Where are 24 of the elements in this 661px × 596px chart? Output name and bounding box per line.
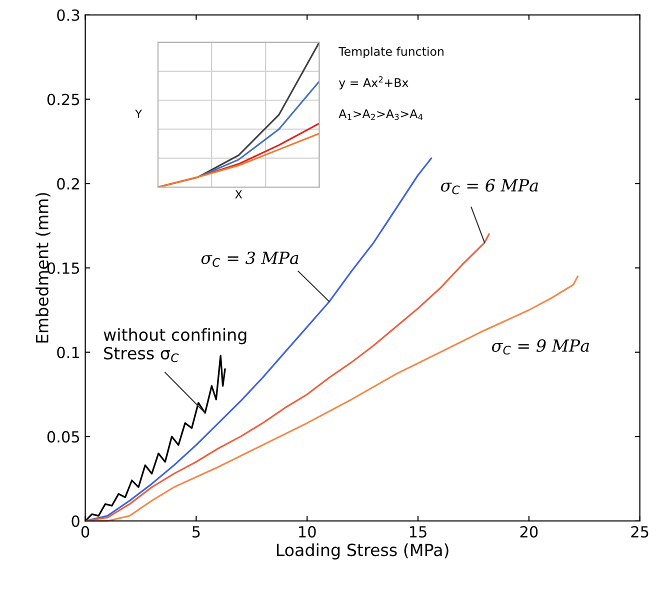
y-tick-label: 0 — [72, 515, 80, 527]
x-tick-label: 5 — [192, 526, 200, 538]
y-axis-title: Y — [135, 110, 142, 118]
x-tick-label: 0 — [81, 526, 90, 538]
y-tick-label: 0.1 — [57, 346, 79, 358]
x-tick-label: 10 — [299, 526, 316, 538]
y-tick-label: 0.2 — [57, 178, 79, 190]
y-tick-label: 0.25 — [47, 94, 80, 106]
x-axis-title: X — [235, 190, 242, 198]
y-tick-label: 0.05 — [47, 431, 80, 443]
x-tick-label: 25 — [631, 526, 648, 538]
x-tick-label: 15 — [410, 526, 426, 538]
annotation: y = Ax$^{2}$+Bx — [338, 76, 408, 90]
y-tick-label: 0.3 — [57, 9, 80, 21]
series-label: σ$_{C}$ = 9 MPa — [492, 339, 589, 355]
series-label: without confining Stress σ$_{C}$ — [104, 328, 246, 362]
x-axis-title: Loading Stress (MPa) — [276, 543, 448, 560]
text: σ$_{C}$ = 3 MPa — [201, 252, 298, 267]
annotation: Template function — [338, 46, 444, 58]
annotation: A$_{1}$>A$_{2}$>A$_{3}$>A$_{4}$ — [338, 109, 423, 120]
x-tick-label: 20 — [520, 526, 538, 538]
text: σ$_{C}$ = 6 MPa — [440, 179, 538, 194]
y-tick-label: 0.15 — [47, 262, 80, 274]
line-series — [84, 157, 432, 522]
